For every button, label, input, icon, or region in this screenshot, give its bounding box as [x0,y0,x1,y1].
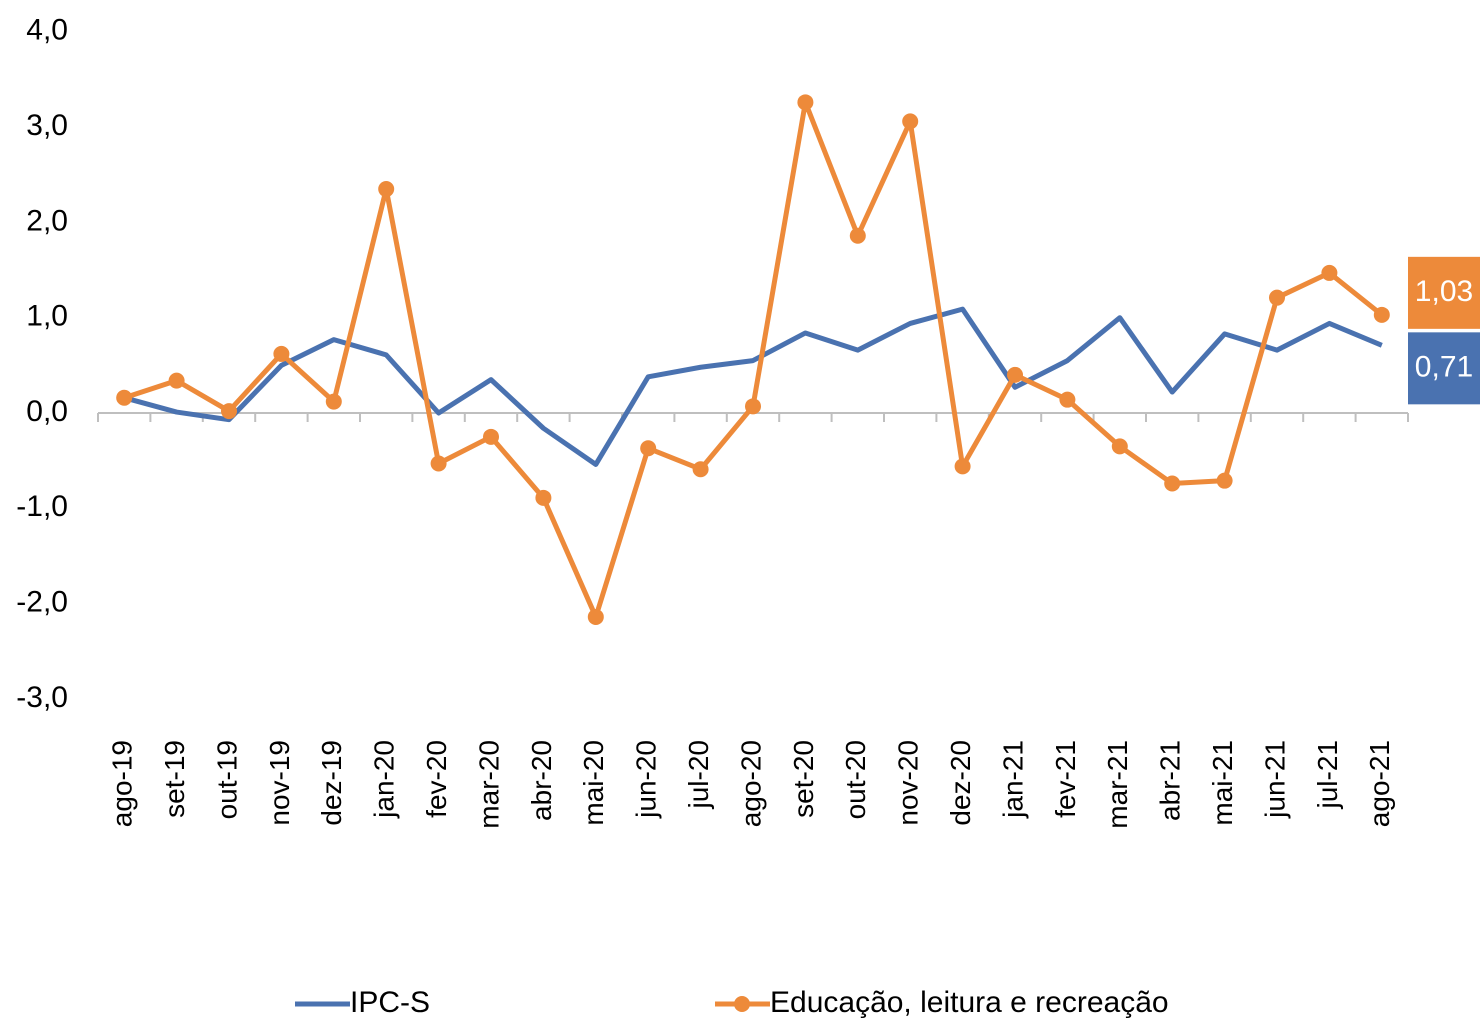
marker [1164,475,1181,492]
x-tick-label: mai-21 [1207,740,1238,826]
x-tick-label: set-19 [159,740,190,818]
y-tick-label: 0,0 [26,395,68,428]
x-tick-label: nov-19 [264,740,295,826]
marker [1269,289,1285,306]
marker [1007,366,1023,383]
value-label: 1,03 [1415,275,1473,308]
x-tick-label: out-19 [211,740,242,819]
series-line [123,306,1383,467]
marker [797,94,814,111]
x-tick-label: out-20 [840,740,871,819]
marker [378,181,395,198]
marker [849,227,866,244]
x-tick-label: dez-19 [316,740,347,826]
value-label-box [1408,256,1480,329]
x-tick-label: dez-20 [945,740,976,826]
x-tick-label: jul-21 [1312,740,1343,809]
legend-marker [734,996,750,1012]
marker [116,389,133,406]
marker [902,113,919,130]
marker [273,345,290,362]
marker [745,398,761,415]
x-tick-label: nov-20 [893,740,924,826]
x-tick-label: abr-20 [526,740,557,821]
marker [325,393,342,410]
marker [640,440,657,457]
x-tick-label: abr-21 [1155,740,1186,821]
y-tick-label: 4,0 [26,14,68,47]
legend-label: IPC-S [350,986,430,1019]
legend-label: Educação, leitura e recreação [770,986,1169,1019]
marker [430,455,447,472]
x-tick-label: ago-21 [1364,740,1395,827]
marker [587,608,604,625]
x-tick-label: jul-20 [683,740,714,809]
marker [168,372,185,389]
y-tick-label: 3,0 [26,109,68,142]
x-tick-label: mar-21 [1102,740,1133,829]
x-tick-label: jan-20 [369,740,400,819]
x-tick-label: mai-20 [578,740,609,826]
x-tick-label: jun-20 [631,740,662,819]
x-tick-label: fev-20 [421,740,452,818]
value-label: 0,71 [1415,350,1473,383]
x-tick-label: ago-20 [735,740,766,827]
y-tick-label: -2,0 [16,586,68,619]
y-tick-label: -1,0 [16,490,68,523]
marker [692,461,709,478]
marker [1321,264,1338,281]
marker [221,403,237,420]
x-tick-label: set-20 [788,740,819,818]
x-tick-label: fev-21 [1050,740,1081,818]
y-tick-label: -3,0 [16,681,68,714]
marker [535,489,552,506]
y-tick-label: 1,0 [26,300,68,333]
x-tick-label: mar-20 [473,740,504,829]
marker [1111,438,1128,455]
x-tick-label: ago-19 [107,740,138,827]
y-tick-label: 2,0 [26,204,68,237]
x-tick-label: jun-21 [1259,740,1290,819]
marker [1373,306,1390,323]
value-label-box [1408,332,1480,405]
marker [1216,472,1233,489]
marker [954,458,971,475]
marker [483,428,499,445]
marker [1059,391,1076,408]
x-tick-label: jan-21 [997,740,1028,819]
